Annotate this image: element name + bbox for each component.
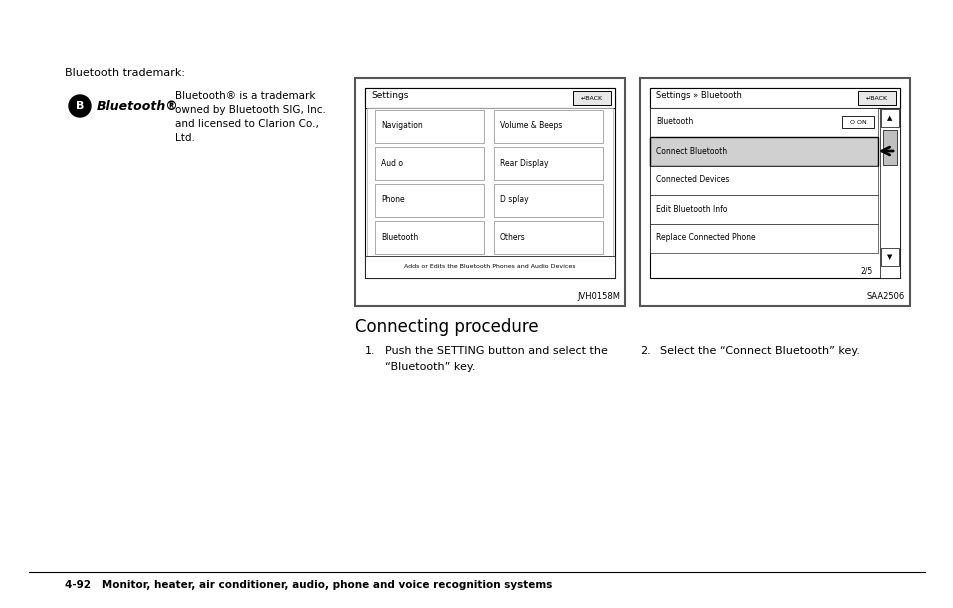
Bar: [375, 184, 483, 217]
Text: D splay: D splay: [499, 196, 528, 204]
Bar: [649, 224, 877, 253]
Text: and licensed to Clarion Co.,: and licensed to Clarion Co.,: [174, 119, 318, 129]
Bar: [649, 137, 877, 166]
Bar: [649, 88, 899, 278]
Text: 1.: 1.: [365, 346, 375, 356]
Text: 4-92   Monitor, heater, air conditioner, audio, phone and voice recognition syst: 4-92 Monitor, heater, air conditioner, a…: [65, 580, 552, 590]
Text: Navigation: Navigation: [380, 122, 422, 131]
Text: Connect Bluetooth: Connect Bluetooth: [656, 147, 726, 156]
Text: ↵BACK: ↵BACK: [580, 95, 602, 100]
Text: Bluetooth®: Bluetooth®: [97, 100, 178, 112]
Text: O ON: O ON: [849, 120, 865, 125]
Text: Rear Display: Rear Display: [499, 159, 548, 167]
Text: Adds or Edits the Bluetooth Phones and Audio Devices: Adds or Edits the Bluetooth Phones and A…: [404, 264, 576, 269]
Text: B: B: [75, 101, 84, 111]
Text: JVH0158M: JVH0158M: [577, 292, 619, 301]
Bar: [880, 109, 898, 127]
Text: SAA2506: SAA2506: [866, 292, 904, 301]
Text: Others: Others: [499, 232, 525, 241]
Text: Settings: Settings: [371, 91, 408, 100]
Text: Replace Connected Phone: Replace Connected Phone: [656, 233, 755, 243]
Text: Bluetooth: Bluetooth: [380, 232, 417, 241]
Text: ↵BACK: ↵BACK: [865, 95, 887, 100]
Bar: [649, 108, 877, 137]
Bar: [375, 110, 483, 143]
Text: ▼: ▼: [886, 254, 892, 260]
Text: Bluetooth trademark:: Bluetooth trademark:: [65, 68, 185, 78]
Bar: [639, 78, 909, 306]
Text: Bluetooth: Bluetooth: [656, 117, 693, 126]
Text: Settings » Bluetooth: Settings » Bluetooth: [656, 91, 741, 100]
Text: owned by Bluetooth SIG, Inc.: owned by Bluetooth SIG, Inc.: [174, 105, 326, 115]
Bar: [494, 147, 602, 180]
Bar: [494, 184, 602, 217]
Text: Connected Devices: Connected Devices: [656, 176, 729, 184]
Bar: [880, 248, 898, 266]
Text: Bluetooth® is a trademark: Bluetooth® is a trademark: [174, 91, 315, 101]
Text: 2/5: 2/5: [860, 266, 872, 275]
Bar: [882, 130, 896, 165]
Bar: [649, 195, 877, 224]
Text: Edit Bluetooth Info: Edit Bluetooth Info: [656, 204, 727, 213]
Text: Push the SETTING button and select the: Push the SETTING button and select the: [385, 346, 607, 356]
Bar: [375, 147, 483, 180]
Text: Volume & Beeps: Volume & Beeps: [499, 122, 561, 131]
Bar: [365, 256, 615, 278]
Bar: [879, 108, 899, 278]
Bar: [375, 221, 483, 254]
Text: Ltd.: Ltd.: [174, 133, 194, 143]
Bar: [649, 88, 899, 108]
Bar: [841, 116, 873, 128]
Text: 2.: 2.: [639, 346, 650, 356]
Circle shape: [69, 95, 91, 117]
Text: Connecting procedure: Connecting procedure: [355, 318, 538, 336]
Text: Phone: Phone: [380, 196, 404, 204]
Bar: [355, 78, 624, 306]
Bar: [365, 88, 615, 108]
Bar: [367, 108, 613, 256]
Text: ▲: ▲: [886, 115, 892, 121]
Bar: [365, 88, 615, 278]
Bar: [494, 110, 602, 143]
Bar: [649, 166, 877, 195]
Bar: [573, 91, 610, 105]
Text: Aud o: Aud o: [380, 159, 402, 167]
Bar: [857, 91, 895, 105]
Bar: [494, 221, 602, 254]
Text: Select the “Connect Bluetooth” key.: Select the “Connect Bluetooth” key.: [659, 346, 859, 356]
Text: “Bluetooth” key.: “Bluetooth” key.: [385, 362, 475, 372]
